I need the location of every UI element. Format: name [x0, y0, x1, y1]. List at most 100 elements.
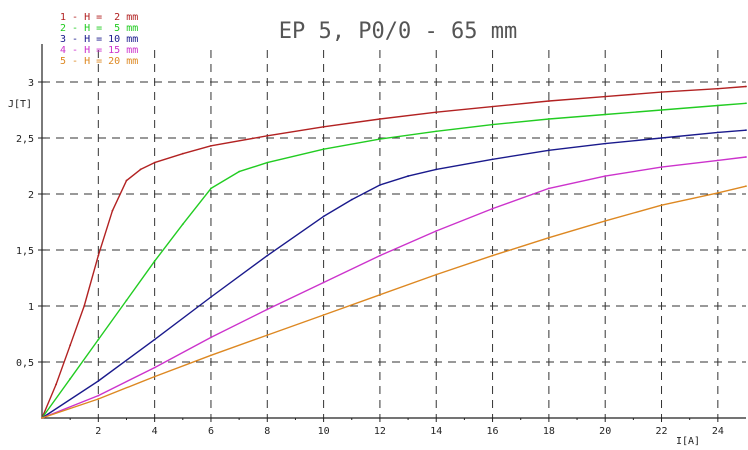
data-point	[379, 184, 381, 186]
data-point	[266, 134, 269, 137]
data-point	[491, 105, 494, 108]
data-point	[238, 170, 241, 173]
data-point	[435, 168, 438, 171]
data-point	[660, 91, 663, 93]
data-point	[153, 260, 156, 263]
data-point	[716, 191, 719, 194]
x-tick-label-2: 6	[208, 426, 214, 437]
legend-entry-2: 2 - H = 5 mm	[60, 23, 138, 34]
data-point	[379, 293, 381, 296]
data-point	[745, 85, 747, 88]
x-tick-label-3: 8	[264, 426, 270, 437]
data-point	[604, 95, 607, 98]
data-point	[435, 273, 438, 276]
data-point	[41, 417, 43, 419]
data-point	[745, 185, 747, 188]
series-1	[41, 85, 747, 419]
data-point	[266, 161, 269, 164]
grid-layer	[42, 50, 746, 418]
data-point	[491, 207, 494, 210]
legend-entry-4: 4 - H = 15 mm	[60, 45, 138, 56]
labels-layer: 2 4 6 8 10 12 14 16 18 20 22 240,511,522,53	[16, 78, 724, 437]
data-point	[604, 175, 607, 177]
data-point	[153, 375, 156, 378]
data-point	[97, 398, 100, 400]
data-point	[745, 102, 747, 105]
data-point	[266, 308, 269, 311]
y-tick-label-5: 3	[28, 78, 34, 89]
data-point	[491, 158, 494, 161]
data-point	[97, 380, 100, 382]
series-line-2	[41, 102, 747, 419]
x-axis-label: I[A]	[676, 436, 700, 447]
data-point	[660, 204, 663, 207]
data-point	[210, 144, 212, 147]
data-point	[350, 198, 353, 201]
data-point	[435, 130, 438, 133]
data-point	[83, 305, 86, 307]
data-point	[266, 334, 269, 337]
data-point	[547, 187, 550, 190]
data-point	[407, 175, 409, 177]
y-axis-label: J[T]	[8, 99, 32, 110]
data-point	[111, 209, 114, 212]
data-point	[125, 179, 128, 182]
data-point	[716, 159, 719, 162]
axes-layer	[38, 44, 746, 422]
data-point	[322, 125, 325, 128]
series-line-4	[41, 156, 747, 419]
x-tick-label-9: 20	[599, 426, 611, 437]
data-point	[745, 129, 747, 132]
data-point	[69, 344, 72, 347]
x-tick-label-8: 18	[543, 426, 555, 437]
data-point	[604, 113, 607, 116]
data-point	[435, 111, 438, 114]
data-point	[604, 219, 607, 222]
data-point	[181, 152, 184, 155]
series-line-3	[41, 129, 747, 419]
data-point	[97, 254, 100, 257]
series-4	[41, 156, 747, 419]
data-point	[210, 296, 212, 298]
data-point	[322, 314, 325, 316]
data-point	[660, 137, 663, 139]
data-point	[745, 156, 747, 158]
series-5	[41, 185, 747, 419]
data-point	[322, 148, 325, 151]
data-point	[716, 104, 719, 107]
x-tick-label-4: 10	[318, 426, 330, 437]
data-point	[322, 215, 325, 218]
data-point	[69, 377, 72, 380]
data-point	[604, 142, 607, 145]
chart-title: EP 5, P0/0 - 65 mm	[279, 19, 517, 44]
legend-entry-3: 3 - H = 10 mm	[60, 34, 138, 45]
data-point	[716, 87, 719, 90]
data-point	[97, 338, 100, 341]
y-tick-label-0: 0,5	[16, 358, 34, 369]
data-point	[379, 118, 381, 120]
data-point	[547, 149, 550, 152]
data-point	[210, 187, 212, 190]
data-point	[491, 254, 494, 257]
x-tick-label-6: 14	[430, 426, 442, 437]
data-point	[547, 118, 550, 120]
data-point	[125, 299, 128, 302]
legend: 1 - H = 2 mm2 - H = 5 mm3 - H = 10 mm4 -…	[60, 12, 138, 67]
data-point	[716, 131, 719, 134]
data-point	[266, 254, 269, 257]
x-tick-label-10: 22	[655, 426, 667, 437]
data-point	[660, 109, 663, 111]
y-tick-label-2: 1,5	[16, 246, 34, 257]
data-point	[153, 366, 156, 369]
series-line-1	[41, 85, 747, 419]
data-point	[435, 230, 438, 232]
series-line-5	[41, 185, 747, 419]
x-tick-label-1: 4	[152, 426, 158, 437]
series-3	[41, 129, 747, 419]
data-point	[55, 383, 57, 386]
legend-entry-1: 1 - H = 2 mm	[60, 12, 138, 23]
data-point	[210, 354, 212, 357]
y-tick-label-3: 2	[28, 190, 34, 201]
x-tick-label-0: 2	[95, 426, 101, 437]
